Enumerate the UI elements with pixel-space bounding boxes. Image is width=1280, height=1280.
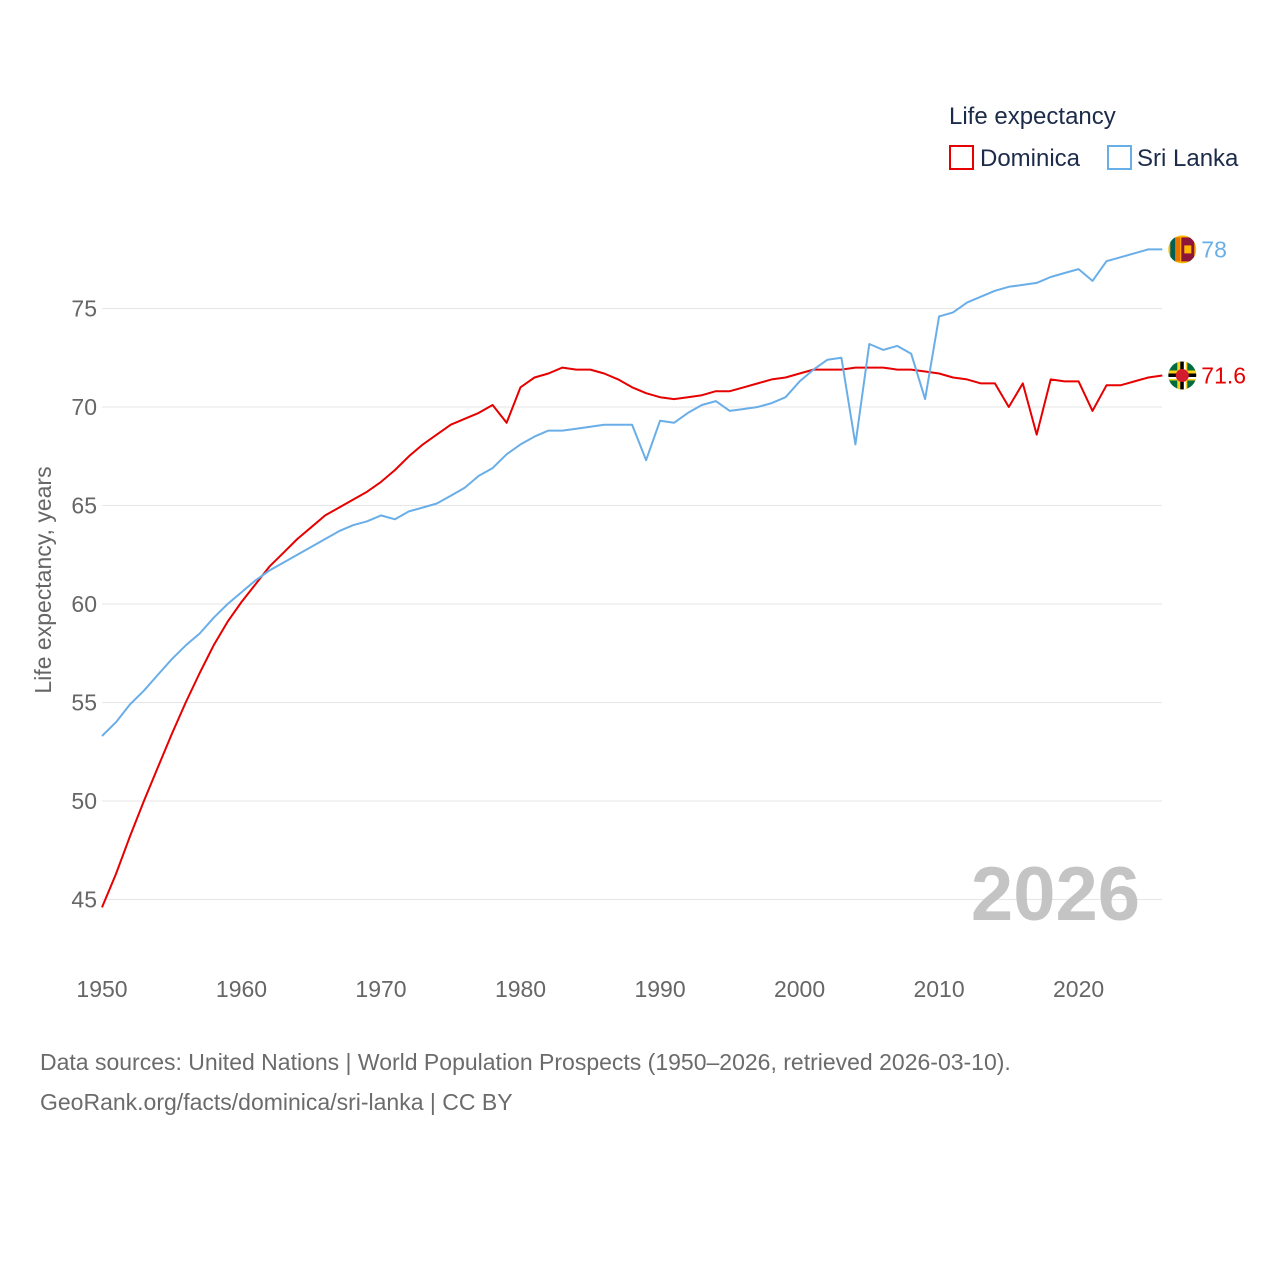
x-tick-1950: 1950 xyxy=(76,976,127,1002)
x-tick-1990: 1990 xyxy=(634,976,685,1002)
x-tick-2010: 2010 xyxy=(913,976,964,1002)
x-tick-2000: 2000 xyxy=(774,976,825,1002)
y-tick-55: 55 xyxy=(71,690,97,716)
y-tick-60: 60 xyxy=(71,591,97,617)
data-sources-text: Data sources: United Nations | World Pop… xyxy=(40,1049,1011,1075)
x-tick-1970: 1970 xyxy=(355,976,406,1002)
x-tick-1960: 1960 xyxy=(216,976,267,1002)
series-line-sri-lanka[interactable] xyxy=(101,248,1163,737)
end-label-sri-lanka: 78 xyxy=(1201,236,1227,262)
legend-title: Life expectancy xyxy=(949,103,1116,130)
dominica-flag-icon xyxy=(1168,361,1197,390)
sri-lanka-flag-icon xyxy=(1168,235,1197,264)
legend-label-dominica[interactable]: Dominica xyxy=(980,145,1081,172)
x-tick-1980: 1980 xyxy=(495,976,546,1002)
y-gridlines xyxy=(102,308,1162,900)
footer: Data sources: United Nations | World Pop… xyxy=(40,1042,1240,1122)
series-line-dominica[interactable] xyxy=(101,366,1163,908)
y-tick-50: 50 xyxy=(71,788,97,814)
x-tick-2020: 2020 xyxy=(1053,976,1104,1002)
life-expectancy-chart: Life expectancy Dominica Sri Lanka 45 50 5… xyxy=(30,103,1246,1002)
end-label-dominica: 71.6 xyxy=(1201,362,1246,388)
year-watermark: 2026 xyxy=(971,852,1140,937)
y-tick-75: 75 xyxy=(71,296,97,322)
x-tick-labels: 1950 1960 1970 1980 1990 2000 2010 2020 xyxy=(76,976,1104,1002)
y-tick-65: 65 xyxy=(71,493,97,519)
legend-swatch-sri-lanka[interactable] xyxy=(1107,145,1132,170)
series-lines xyxy=(101,248,1163,908)
legend: Life expectancy Dominica Sri Lanka xyxy=(949,103,1239,172)
y-axis-label: Life expectancy, years xyxy=(30,466,56,693)
y-tick-45: 45 xyxy=(71,887,97,913)
end-markers: 71.6 78 xyxy=(1168,235,1246,390)
y-tick-70: 70 xyxy=(71,394,97,420)
y-tick-labels: 45 50 55 60 65 70 75 xyxy=(71,296,97,913)
legend-label-sri-lanka[interactable]: Sri Lanka xyxy=(1137,145,1239,172)
source-link-text[interactable]: GeoRank.org/facts/dominica/sri-lanka | C… xyxy=(40,1089,513,1115)
legend-swatch-dominica[interactable] xyxy=(949,145,974,170)
